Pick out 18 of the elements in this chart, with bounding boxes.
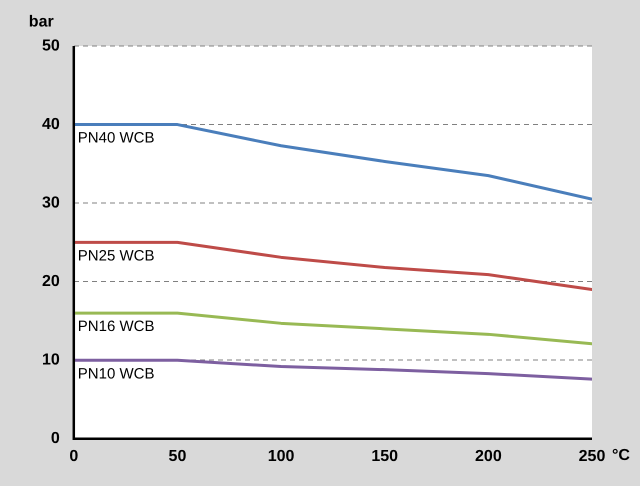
y-tick-label: 50 — [42, 37, 60, 54]
series-label: PN40 WCB — [78, 130, 154, 147]
y-axis-title: bar — [28, 13, 54, 30]
x-tick-label: 250 — [578, 448, 606, 465]
series-label: PN25 WCB — [78, 248, 154, 265]
y-tick-label: 30 — [42, 194, 60, 212]
x-tick-label: 150 — [371, 448, 398, 465]
x-tick-label: 0 — [69, 448, 78, 465]
y-tick-label: 10 — [42, 352, 60, 369]
y-tick-label: 0 — [50, 430, 60, 448]
series-label: PN16 WCB — [78, 318, 154, 336]
x-tick-label: 200 — [475, 448, 502, 465]
series-label: PN10 WCB — [78, 365, 154, 382]
x-tick-label: 100 — [268, 448, 295, 465]
y-tick-label: 40 — [42, 116, 60, 133]
y-tick-label: 20 — [42, 273, 60, 290]
x-axis-title: °C — [612, 447, 630, 464]
x-tick-label: 50 — [168, 448, 186, 465]
